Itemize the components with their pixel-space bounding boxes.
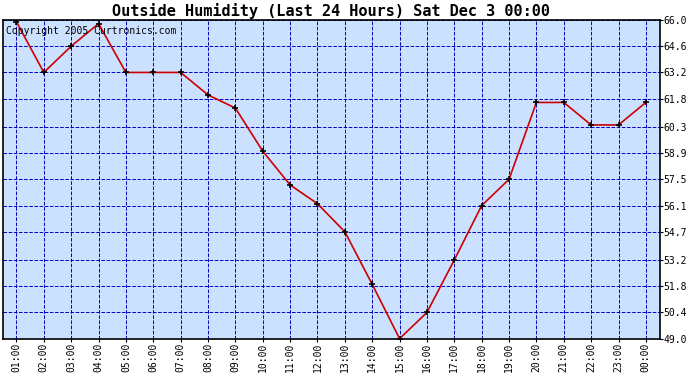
- Text: Copyright 2005 Curtronics.com: Copyright 2005 Curtronics.com: [6, 26, 177, 36]
- Title: Outside Humidity (Last 24 Hours) Sat Dec 3 00:00: Outside Humidity (Last 24 Hours) Sat Dec…: [112, 3, 550, 19]
